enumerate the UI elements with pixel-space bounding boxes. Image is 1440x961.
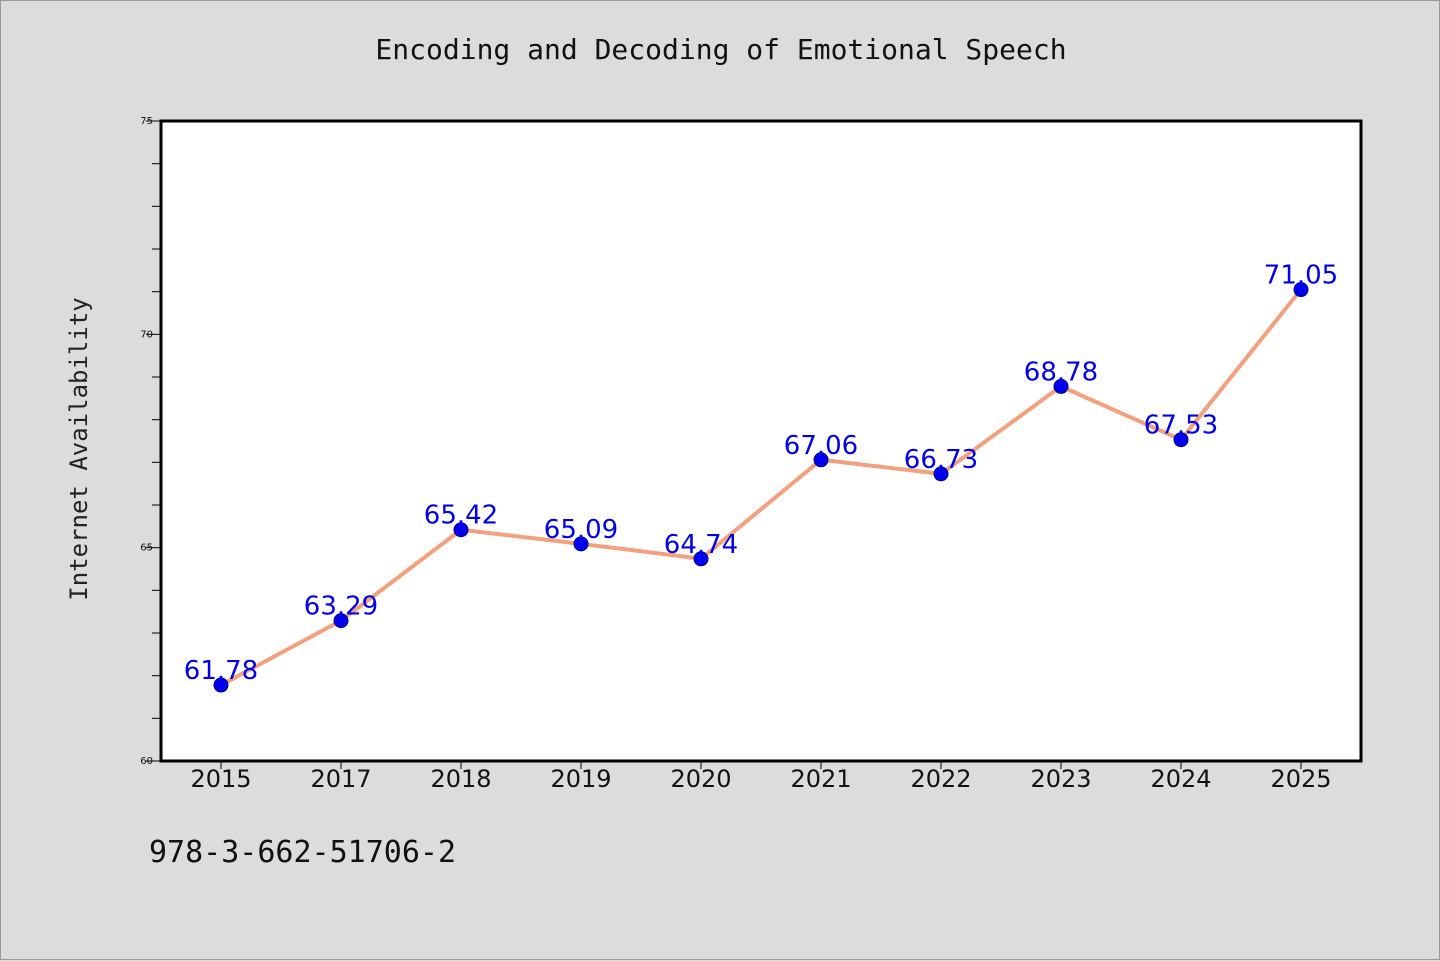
data-label: 67.06 bbox=[784, 431, 858, 461]
data-point bbox=[453, 522, 469, 538]
data-label: 65.42 bbox=[424, 501, 498, 531]
data-point bbox=[933, 466, 949, 482]
x-tick-label: 2023 bbox=[1030, 765, 1091, 793]
y-tick-label: 65 bbox=[140, 543, 153, 554]
data-point bbox=[1053, 378, 1069, 394]
data-point bbox=[1173, 432, 1189, 448]
series-markers bbox=[213, 282, 1309, 693]
data-label: 61.78 bbox=[184, 656, 258, 686]
data-labels: 61.78 63.29 65.42 65.09 64.74 67.06 66.73 68.78… bbox=[184, 261, 1338, 687]
data-label: 71.05 bbox=[1264, 261, 1338, 291]
data-label: 68.78 bbox=[1024, 357, 1098, 387]
x-tick-label: 2022 bbox=[910, 765, 971, 793]
x-tick-label: 2017 bbox=[310, 765, 371, 793]
x-tick-label: 2018 bbox=[430, 765, 491, 793]
data-point bbox=[1293, 282, 1309, 298]
data-point bbox=[213, 677, 229, 693]
x-tick-label: 2025 bbox=[1270, 765, 1331, 793]
x-tick-label: 2024 bbox=[1150, 765, 1211, 793]
y-axis-ticks: 60 65 70 75 bbox=[140, 116, 160, 767]
data-label: 64.74 bbox=[664, 530, 738, 560]
data-point bbox=[813, 452, 829, 468]
y-tick-label: 75 bbox=[140, 116, 153, 127]
y-tick-label: 70 bbox=[140, 329, 153, 340]
data-label: 67.53 bbox=[1144, 411, 1218, 441]
isbn-code: 978-3-662-51706-2 bbox=[149, 835, 457, 870]
data-point bbox=[693, 551, 709, 567]
data-label: 63.29 bbox=[304, 592, 378, 622]
x-axis-ticks: 2015 2017 2018 2019 2020 2021 2022 2023 2024 2025 bbox=[190, 762, 1332, 793]
data-point bbox=[573, 536, 589, 552]
y-tick-label: 60 bbox=[140, 756, 153, 767]
data-label: 66.73 bbox=[904, 445, 978, 475]
plot-area bbox=[159, 119, 1363, 763]
series-line bbox=[220, 288, 1303, 687]
x-tick-label: 2021 bbox=[790, 765, 851, 793]
chart-title: Encoding and Decoding of Emotional Speec… bbox=[375, 33, 1067, 66]
data-point bbox=[333, 613, 349, 629]
x-tick-label: 2019 bbox=[550, 765, 611, 793]
x-tick-label: 2015 bbox=[190, 765, 251, 793]
x-tick-label: 2020 bbox=[670, 765, 731, 793]
data-label: 65.09 bbox=[544, 515, 618, 545]
